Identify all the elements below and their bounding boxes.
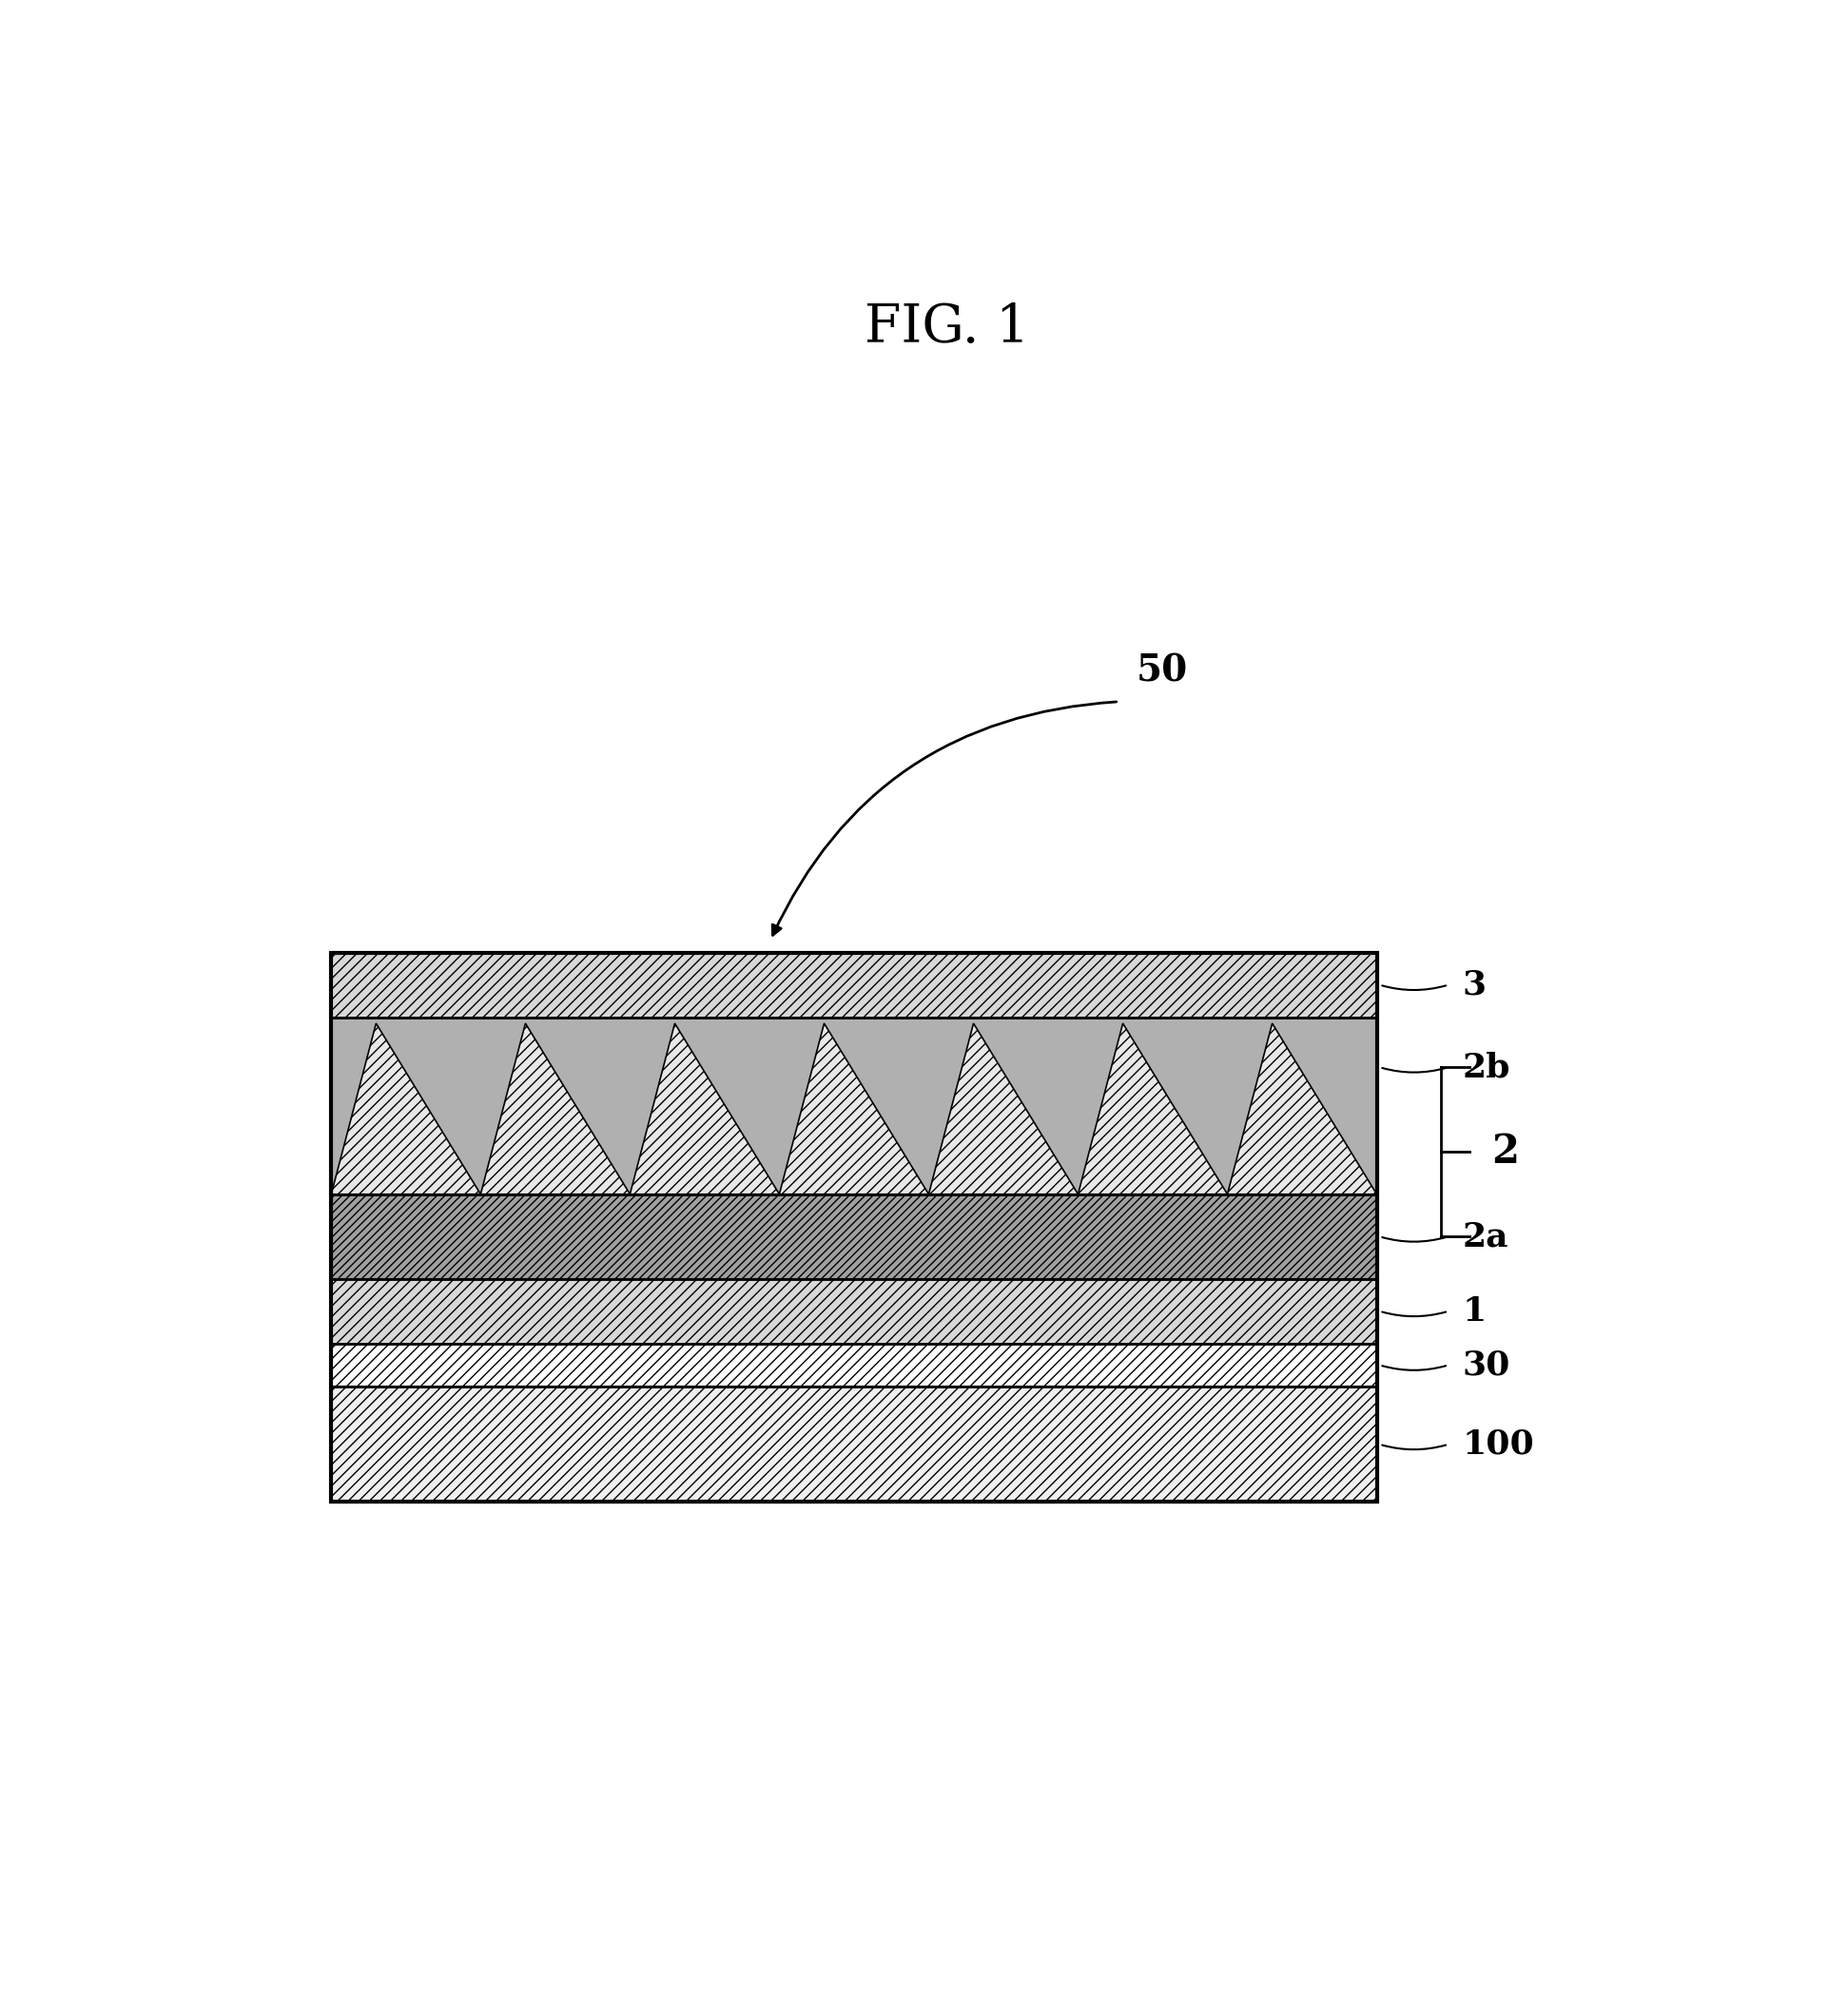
Text: 100: 100 bbox=[1464, 1427, 1534, 1461]
Text: 1: 1 bbox=[1464, 1295, 1486, 1327]
Text: FIG. 1: FIG. 1 bbox=[865, 302, 1029, 354]
Bar bbox=[331, 1279, 1377, 1343]
Polygon shape bbox=[930, 1023, 1077, 1193]
Bar bbox=[331, 1017, 1377, 1193]
Text: 3: 3 bbox=[1464, 970, 1486, 1001]
Text: 30: 30 bbox=[1464, 1349, 1510, 1381]
Text: 2: 2 bbox=[1491, 1131, 1519, 1171]
Polygon shape bbox=[630, 1023, 780, 1193]
Text: 2b: 2b bbox=[1464, 1051, 1510, 1083]
Polygon shape bbox=[331, 1023, 480, 1193]
Text: 50: 50 bbox=[1137, 654, 1188, 690]
Polygon shape bbox=[480, 1023, 630, 1193]
Polygon shape bbox=[780, 1023, 930, 1193]
Bar bbox=[331, 1017, 1377, 1193]
Bar bbox=[331, 954, 1377, 1501]
Polygon shape bbox=[1227, 1023, 1377, 1193]
Polygon shape bbox=[1077, 1023, 1227, 1193]
Text: 2a: 2a bbox=[1464, 1219, 1508, 1253]
Bar bbox=[331, 954, 1377, 1017]
Bar bbox=[331, 1387, 1377, 1501]
Bar bbox=[331, 1343, 1377, 1387]
Bar bbox=[331, 1193, 1377, 1279]
